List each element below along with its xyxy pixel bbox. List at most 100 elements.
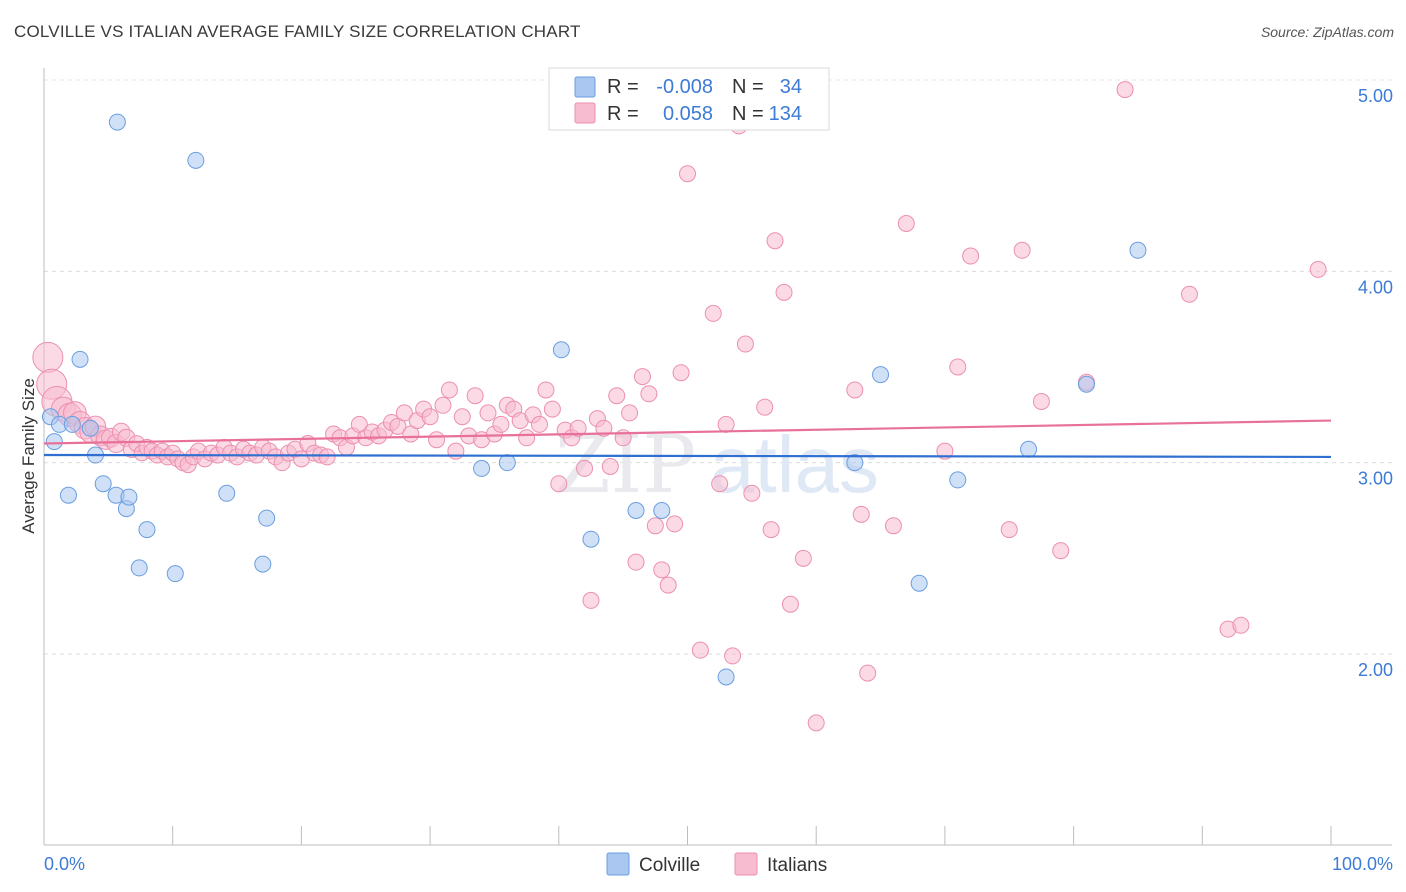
italians-point [736,335,754,353]
italians-point [569,419,587,437]
italians-point [434,396,452,414]
bottom-legend-swatch-colville [606,852,630,876]
x-tick-label: 0.0% [44,854,85,874]
bottom-legend-label-colville: Colville [639,855,700,876]
colville-point [94,475,112,493]
y-tick-label: 2.00 [1358,660,1393,680]
italians-point [743,484,761,502]
italians-point [807,714,825,732]
source-credit: Source: ZipAtlas.com [1260,24,1394,40]
italians-point [1309,260,1327,278]
colville-point [258,509,276,527]
y-tick-label: 4.00 [1358,277,1393,297]
legend-n-label: N = [732,76,764,98]
italians-point [724,647,742,665]
legend-n-value: 134 [769,103,802,125]
colville-point [872,366,890,384]
x-tick-label: 100.0% [1332,854,1393,874]
colville-point [653,502,671,519]
italians-point [537,381,555,399]
italians-point [601,457,619,475]
legend-swatch-italians [574,102,596,124]
italians-point [1052,542,1070,560]
x-tick-labels: 0.0% 100.0% [44,854,1393,874]
legend-r-label: R = [607,103,639,125]
colville-point [582,530,600,548]
colville-point [218,484,236,502]
italians-point [756,398,774,416]
italians-point [672,364,690,382]
italians-point [447,442,465,460]
italians-point [608,387,626,405]
italians-point [1232,616,1250,634]
italians-point [530,415,548,433]
italians-point [794,549,812,567]
italians-point [949,358,967,376]
italians-point [595,419,613,437]
italians-point [711,475,729,493]
colville-point [1020,440,1038,458]
y-axis-title: Average Family Size [19,378,38,534]
colville-point [717,668,735,686]
colville-point [59,486,77,504]
legend-r-label: R = [607,76,639,98]
italians-point [846,381,864,399]
chart-title: COLVILLE VS ITALIAN AVERAGE FAMILY SIZE … [14,22,581,41]
italians-point [704,304,722,322]
italians-point [936,442,954,460]
italians-point [466,387,484,405]
italians-point [852,505,870,523]
colville-point [1129,241,1147,259]
legend-box: R = -0.008 N = 34 R = 0.058 N = 134 [548,67,830,131]
italians-point [766,232,784,250]
italians-point [633,368,651,386]
data-points [32,81,1327,732]
italians-point [775,283,793,301]
legend-swatch-colville [574,76,596,98]
colville-point [130,559,148,577]
y-tick-labels: 2.00 3.00 4.00 5.00 [1358,86,1393,680]
colville-point [498,454,516,472]
colville-point [949,471,967,489]
colville-point [108,113,126,131]
italians-trend-line [43,419,1332,445]
italians-point [859,664,877,682]
italians-point [646,517,664,535]
italians-point [576,459,594,477]
italians-point [666,515,684,533]
italians-point [543,400,561,418]
trend-lines [43,419,1332,459]
italians-point [582,591,600,609]
italians-point [627,553,645,571]
italians-point [1032,392,1050,410]
italians-point [621,404,639,422]
colville-point [846,454,864,472]
y-tick-label: 3.00 [1358,469,1393,489]
colville-point [81,419,99,437]
italians-point [1000,521,1018,539]
italians-point [440,381,458,399]
colville-trend-line [43,453,1332,459]
italians-point [640,385,658,403]
bottom-legend: Colville Italians [606,852,827,876]
grid-lines [44,79,1393,655]
italians-point [653,561,671,579]
colville-point [120,488,138,506]
colville-point [1077,375,1095,393]
italians-point [659,576,677,594]
colville-point [254,555,272,573]
italians-point [884,517,902,535]
legend-n-label: N = [732,103,764,125]
colville-point [627,502,645,519]
legend-n-value: 34 [780,76,802,98]
colville-point [166,565,184,583]
colville-point [45,433,63,451]
colville-point [552,341,570,359]
italians-point [762,521,780,539]
italians-point [395,404,413,422]
italians-point [453,408,471,426]
colville-point [138,521,156,539]
italians-point [318,448,336,466]
colville-point [63,415,81,433]
